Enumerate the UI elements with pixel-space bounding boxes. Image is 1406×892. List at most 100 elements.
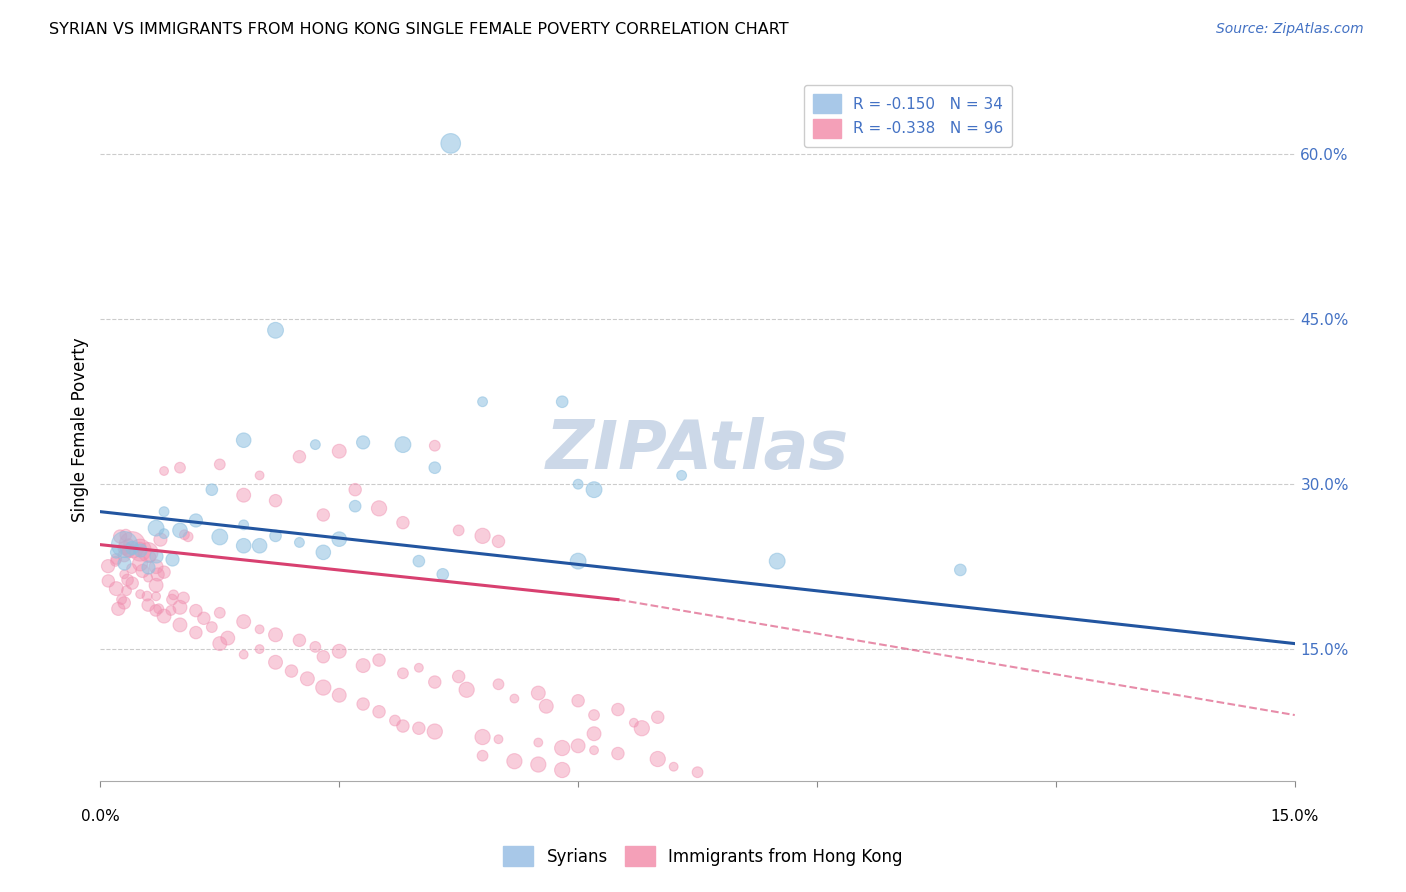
Immigrants from Hong Kong — [647, 710, 669, 724]
Point — [145, 603, 167, 617]
Text: Source: ZipAtlas.com: Source: ZipAtlas.com — [1216, 22, 1364, 37]
Syrians — [392, 437, 415, 451]
Immigrants from Hong Kong — [169, 600, 191, 615]
Immigrants from Hong Kong — [264, 628, 287, 642]
Immigrants from Hong Kong — [136, 598, 159, 612]
Syrians — [408, 554, 430, 568]
Immigrants from Hong Kong — [408, 721, 430, 735]
Immigrants from Hong Kong — [328, 644, 350, 658]
Immigrants from Hong Kong — [328, 444, 350, 458]
Immigrants from Hong Kong — [129, 557, 152, 571]
Immigrants from Hong Kong — [344, 483, 367, 497]
Syrians — [264, 323, 287, 337]
Immigrants from Hong Kong — [447, 524, 470, 538]
Syrians — [264, 529, 287, 543]
Immigrants from Hong Kong — [328, 688, 350, 702]
Immigrants from Hong Kong — [112, 596, 135, 610]
Point — [160, 603, 183, 617]
Point — [117, 536, 139, 550]
Immigrants from Hong Kong — [217, 631, 239, 645]
Syrians — [288, 535, 311, 549]
Syrians — [201, 483, 224, 497]
Immigrants from Hong Kong — [488, 677, 510, 691]
Point — [162, 588, 184, 602]
Immigrants from Hong Kong — [447, 669, 470, 683]
Immigrants from Hong Kong — [623, 715, 645, 730]
Syrians — [471, 394, 494, 409]
Immigrants from Hong Kong — [208, 458, 231, 472]
Point — [129, 543, 152, 558]
Point — [139, 549, 162, 564]
Immigrants from Hong Kong — [145, 559, 167, 574]
Immigrants from Hong Kong — [153, 565, 176, 579]
Immigrants from Hong Kong — [169, 460, 191, 475]
Point — [145, 549, 167, 563]
Syrians — [432, 567, 454, 582]
Syrians — [232, 434, 254, 448]
Immigrants from Hong Kong — [662, 760, 685, 774]
Immigrants from Hong Kong — [105, 582, 128, 596]
Point — [104, 554, 127, 568]
Point — [136, 589, 159, 603]
Immigrants from Hong Kong — [368, 653, 391, 667]
Immigrants from Hong Kong — [567, 694, 589, 708]
Point — [148, 601, 170, 615]
Syrians — [153, 505, 176, 519]
Text: 15.0%: 15.0% — [1271, 809, 1319, 824]
Immigrants from Hong Kong — [392, 516, 415, 530]
Immigrants from Hong Kong — [112, 567, 135, 582]
Immigrants from Hong Kong — [527, 686, 550, 700]
Immigrants from Hong Kong — [551, 763, 574, 777]
Syrians — [671, 468, 693, 483]
Syrians — [440, 136, 463, 151]
Immigrants from Hong Kong — [352, 697, 374, 711]
Syrians — [153, 526, 176, 541]
Immigrants from Hong Kong — [129, 543, 152, 558]
Point — [129, 541, 152, 556]
Immigrants from Hong Kong — [471, 730, 494, 744]
Immigrants from Hong Kong — [392, 719, 415, 733]
Immigrants from Hong Kong — [121, 538, 143, 552]
Immigrants from Hong Kong — [368, 705, 391, 719]
Point — [136, 559, 159, 574]
Immigrants from Hong Kong — [630, 721, 652, 735]
Syrians — [145, 521, 167, 535]
Immigrants from Hong Kong — [352, 658, 374, 673]
Immigrants from Hong Kong — [503, 691, 526, 706]
Immigrants from Hong Kong — [232, 615, 254, 629]
Immigrants from Hong Kong — [153, 609, 176, 624]
Immigrants from Hong Kong — [145, 590, 167, 604]
Immigrants from Hong Kong — [184, 604, 207, 618]
Immigrants from Hong Kong — [392, 666, 415, 681]
Point — [107, 602, 129, 616]
Point — [177, 530, 200, 544]
Immigrants from Hong Kong — [153, 464, 176, 478]
Immigrants from Hong Kong — [536, 699, 558, 714]
Immigrants from Hong Kong — [129, 587, 152, 601]
Immigrants from Hong Kong — [105, 552, 128, 566]
Syrians — [328, 532, 350, 546]
Point — [149, 533, 172, 547]
Syrians — [169, 524, 191, 538]
Syrians — [766, 554, 789, 568]
Immigrants from Hong Kong — [527, 735, 550, 749]
Immigrants from Hong Kong — [488, 732, 510, 747]
Immigrants from Hong Kong — [169, 618, 191, 632]
Syrians — [567, 477, 589, 491]
Syrians — [184, 513, 207, 527]
Syrians — [121, 541, 143, 555]
Immigrants from Hong Kong — [551, 741, 574, 756]
Syrians — [208, 530, 231, 544]
Immigrants from Hong Kong — [686, 765, 709, 780]
Immigrants from Hong Kong — [232, 648, 254, 662]
Immigrants from Hong Kong — [145, 578, 167, 592]
Immigrants from Hong Kong — [201, 620, 224, 634]
Immigrants from Hong Kong — [368, 501, 391, 516]
Syrians — [232, 539, 254, 553]
Point — [112, 557, 135, 571]
Syrians — [312, 545, 335, 559]
Point — [112, 536, 135, 550]
Immigrants from Hong Kong — [297, 672, 319, 686]
Syrians — [304, 437, 326, 451]
Immigrants from Hong Kong — [208, 606, 231, 620]
